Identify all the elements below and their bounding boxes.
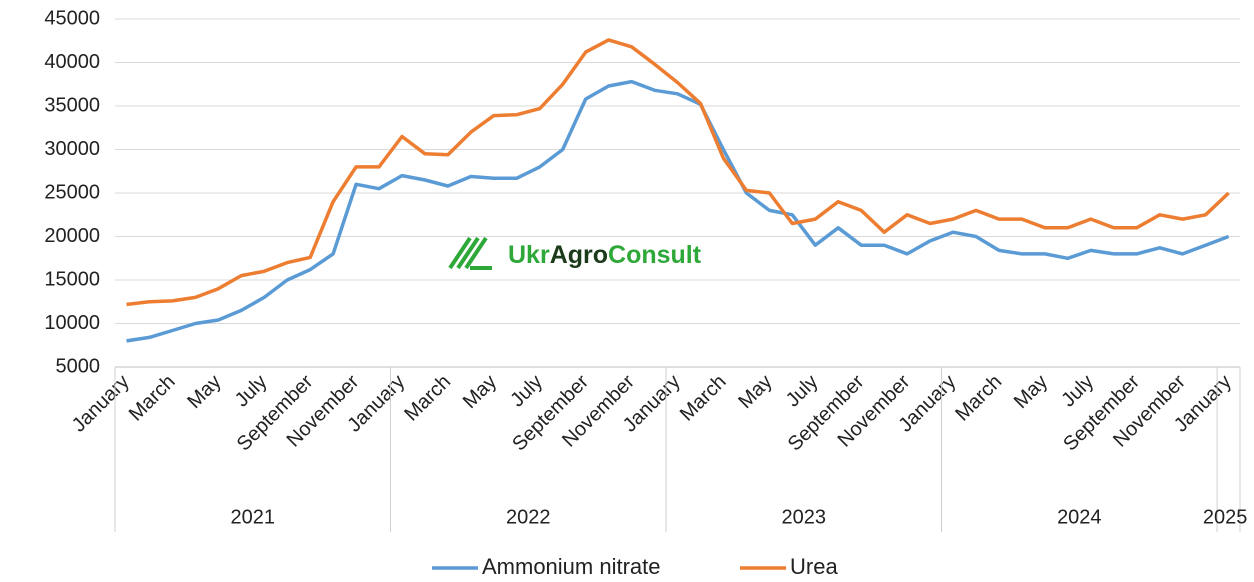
x-tick-label: March — [676, 371, 731, 426]
watermark-part: Consult — [608, 241, 702, 269]
x-tick-label: May — [459, 371, 501, 413]
x-tick-label: May — [183, 371, 225, 413]
y-tick-label: 15000 — [44, 268, 100, 290]
x-tick-label: March — [951, 371, 1006, 426]
legend-label: Urea — [790, 554, 838, 579]
year-label: 2021 — [231, 506, 276, 528]
y-tick-label: 25000 — [44, 181, 100, 203]
y-tick-label: 5000 — [56, 355, 101, 377]
year-label: 2022 — [506, 506, 551, 528]
y-tick-label: 10000 — [44, 312, 100, 334]
y-tick-label: 35000 — [44, 94, 100, 116]
series-line — [126, 79, 1230, 343]
x-tick-label: July — [506, 371, 547, 412]
x-tick-label: July — [1057, 371, 1098, 412]
watermark-part: Ukr — [508, 241, 550, 269]
x-tick-label: March — [400, 371, 455, 426]
watermark: UkrAgroConsult — [448, 236, 702, 270]
watermark-part: Agro — [550, 241, 608, 269]
year-label: 2024 — [1057, 506, 1102, 528]
x-tick-label: March — [125, 371, 180, 426]
legend-label: Ammonium nitrate — [482, 554, 661, 579]
y-tick-label: 30000 — [44, 138, 100, 160]
x-tick-label: May — [1010, 371, 1052, 413]
y-tick-label: 20000 — [44, 225, 100, 247]
y-tick-label: 40000 — [44, 51, 100, 73]
x-tick-label: July — [231, 371, 272, 412]
year-label: 2025 — [1203, 506, 1248, 528]
x-tick-label: May — [734, 371, 776, 413]
y-tick-label: 45000 — [44, 7, 100, 29]
x-tick-label: July — [782, 371, 823, 412]
year-label: 2023 — [782, 506, 827, 528]
watermark-logo — [448, 236, 492, 270]
watermark-text: UkrAgroConsult — [508, 241, 702, 269]
x-tick-label: January — [68, 371, 134, 437]
series-line — [126, 38, 1230, 307]
